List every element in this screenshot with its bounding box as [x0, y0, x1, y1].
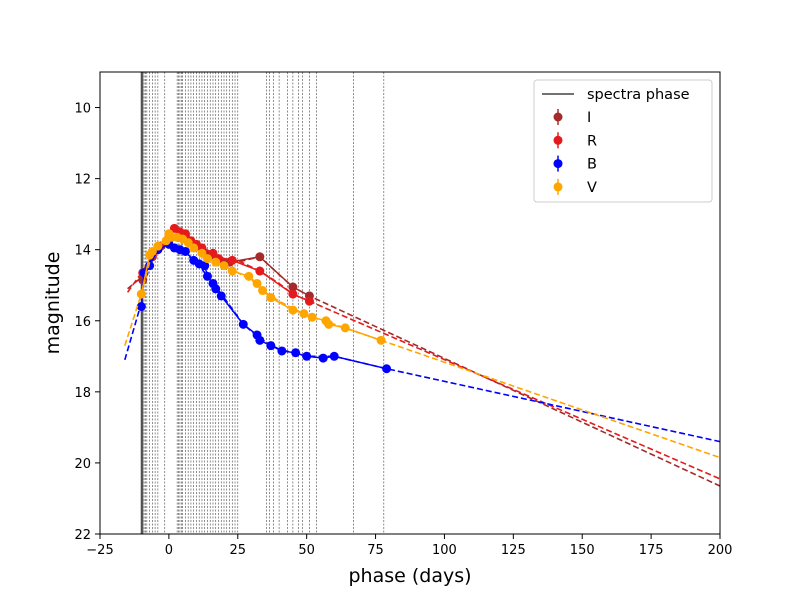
y-tick-label: 12 — [74, 173, 91, 188]
data-point-V — [153, 241, 163, 251]
legend-marker-I — [553, 112, 563, 122]
fit-line-V — [124, 234, 721, 459]
y-tick-label: 16 — [74, 315, 91, 330]
x-tick-label: 25 — [230, 543, 247, 558]
data-point-V — [258, 286, 268, 296]
data-point-B — [200, 261, 210, 271]
y-tick-label: 14 — [74, 244, 91, 259]
data-point-R — [255, 266, 265, 276]
data-point-V — [376, 335, 386, 345]
data-point-I — [255, 252, 265, 262]
legend-label-R: R — [587, 133, 597, 149]
data-point-B — [211, 284, 221, 294]
data-point-B — [202, 271, 212, 281]
data-point-V — [202, 254, 212, 264]
data-point-B — [277, 346, 287, 356]
data-point-B — [382, 364, 392, 374]
data-line-B — [140, 243, 387, 370]
data-point-B — [136, 302, 146, 312]
x-tick-label: −25 — [86, 543, 113, 558]
data-point-R — [304, 296, 314, 306]
data-point-B — [216, 291, 226, 301]
y-tick-label: 10 — [74, 102, 91, 117]
data-point-I — [288, 282, 298, 292]
series-I — [127, 230, 721, 487]
data-point-B — [255, 335, 265, 345]
data-point-V — [136, 289, 146, 299]
data-point-B — [291, 348, 301, 358]
data-point-V — [340, 323, 350, 333]
legend-marker-R — [553, 135, 563, 145]
y-axis-label: magnitude — [42, 252, 64, 355]
y-tick-label: 22 — [74, 528, 91, 543]
data-point-V — [227, 266, 237, 276]
x-tick-label: 100 — [432, 543, 457, 558]
data-point-B — [238, 319, 248, 329]
fit-line-B — [124, 243, 721, 443]
data-point-R — [227, 255, 237, 265]
x-tick-label: 125 — [501, 543, 526, 558]
legend-marker-B — [553, 159, 563, 169]
series-layer — [124, 223, 721, 487]
data-point-B — [318, 353, 328, 363]
data-point-V — [211, 257, 221, 267]
series-V — [124, 229, 721, 459]
data-point-B — [329, 351, 339, 361]
data-point-V — [324, 319, 334, 329]
data-point-B — [180, 246, 190, 256]
x-tick-label: 0 — [165, 543, 173, 558]
plot-frame — [99, 71, 721, 535]
x-tick-label: 150 — [570, 543, 595, 558]
y-tick-label: 20 — [74, 457, 91, 472]
data-point-V — [189, 243, 199, 253]
fit-line-I — [127, 234, 721, 487]
legend-spectra-label: spectra phase — [587, 87, 690, 103]
spectra-phase-lines — [140, 72, 385, 534]
data-point-V — [266, 293, 276, 303]
y-axis: 10 12 14 16 18 20 22 — [74, 102, 100, 543]
data-point-B — [302, 351, 312, 361]
legend-label-I: I — [587, 110, 591, 126]
x-axis-label: phase (days) — [348, 565, 471, 587]
data-point-V — [252, 278, 262, 288]
legend-box — [533, 79, 713, 203]
data-point-V — [244, 271, 254, 281]
legend-label-V: V — [587, 180, 597, 196]
data-point-B — [266, 341, 276, 351]
x-tick-label: 75 — [367, 543, 384, 558]
legend-label-B: B — [587, 157, 597, 173]
x-tick-label: 50 — [298, 543, 315, 558]
x-tick-label: 175 — [639, 543, 664, 558]
data-point-V — [299, 309, 309, 319]
x-axis: −25 0 25 50 75 100 125 150 175 200 — [86, 534, 732, 558]
data-point-R — [288, 289, 298, 299]
series-B — [124, 239, 721, 443]
data-point-V — [219, 261, 229, 271]
data-point-V — [307, 312, 317, 322]
legend-marker-V — [553, 182, 563, 192]
x-tick-label: 200 — [708, 543, 733, 558]
y-tick-label: 18 — [74, 386, 91, 401]
data-point-V — [288, 305, 298, 315]
